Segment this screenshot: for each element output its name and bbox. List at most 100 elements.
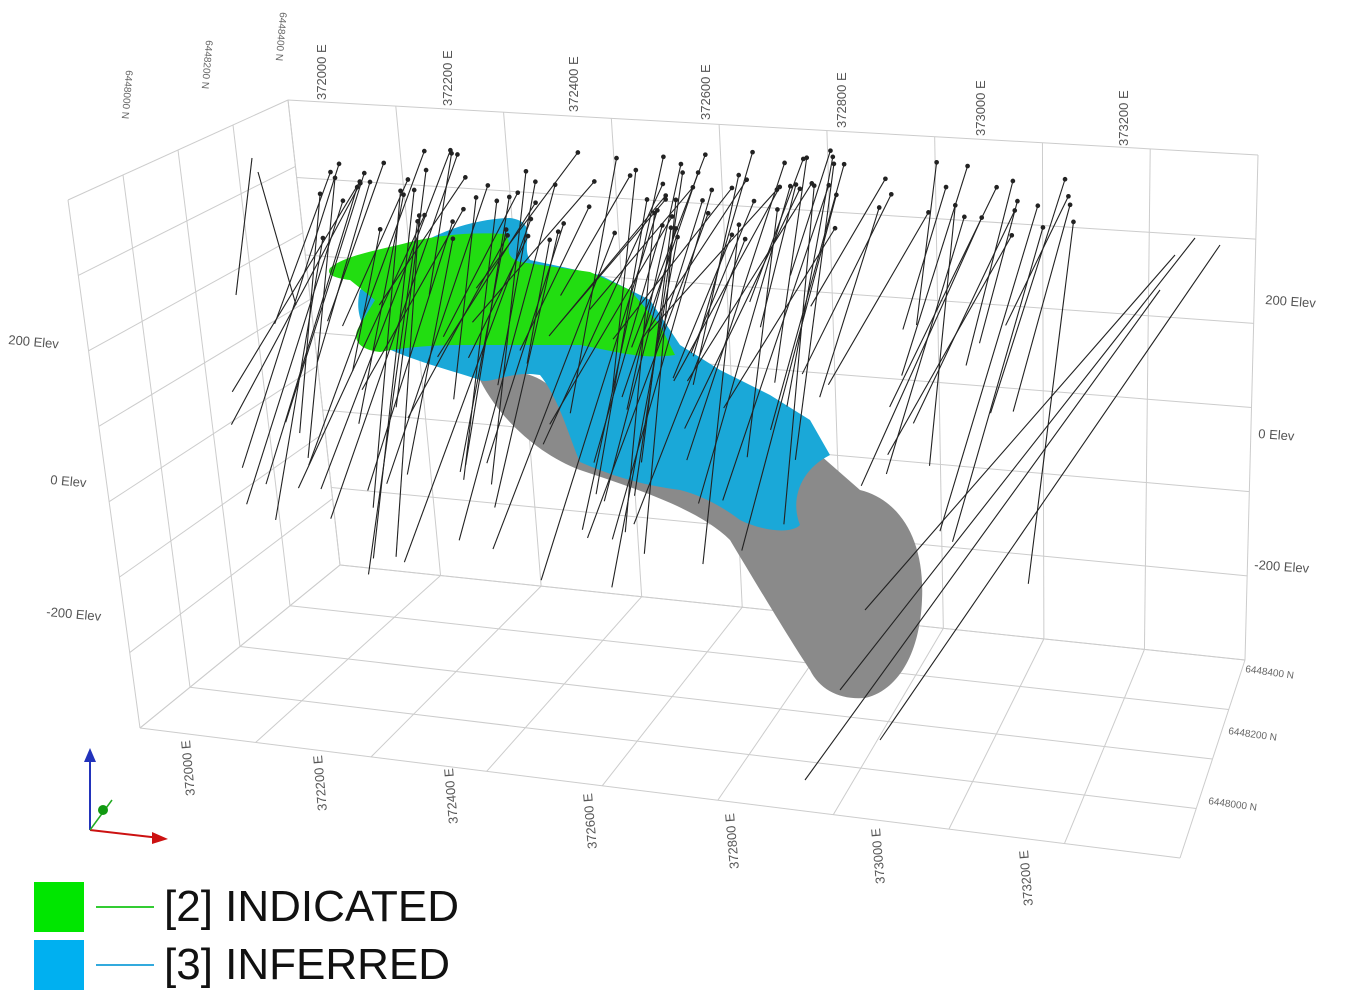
drillhole-trace — [316, 181, 371, 363]
drillhole-collar — [830, 154, 836, 160]
drillhole-trace — [386, 185, 489, 484]
drillhole-collar — [1009, 232, 1015, 238]
drillhole-collar — [336, 161, 342, 167]
drillhole-trace — [684, 188, 801, 429]
drillhole-trace — [633, 238, 746, 525]
drillhole-trace — [887, 235, 1013, 455]
drillhole-collar — [505, 233, 510, 238]
drillhole-trace — [297, 214, 426, 489]
drillhole-trace — [437, 202, 537, 358]
drillhole-trace — [459, 229, 507, 473]
drillhole-collar — [826, 182, 832, 188]
elev-left-label: -200 Elev — [46, 604, 103, 624]
drillhole-collar — [888, 191, 894, 197]
drillhole-collar — [811, 183, 817, 189]
drillhole-trace — [621, 172, 699, 398]
drillhole-collar — [841, 161, 847, 167]
drillhole-trace — [640, 227, 672, 463]
drillhole-trace — [463, 200, 498, 480]
drillhole-collar — [663, 197, 668, 202]
drillhole-trace — [372, 190, 402, 508]
drillhole-trace — [611, 170, 637, 392]
north-right-label: 6448000 N — [1208, 796, 1258, 814]
drillhole-trace — [901, 165, 969, 376]
drillhole-collar — [669, 214, 675, 219]
left-wall-grid-line — [119, 431, 326, 578]
legend: [2] INDICATED [3] INFERRED — [34, 878, 459, 994]
drillhole-collar — [876, 205, 882, 210]
drillhole-trace — [403, 218, 532, 563]
drillhole-collar — [416, 213, 422, 218]
drillhole-trace — [697, 186, 791, 504]
drillhole-trace — [692, 152, 754, 357]
drillhole-collar — [612, 230, 618, 236]
drillhole-trace — [465, 196, 510, 466]
drillhole-collar — [561, 221, 567, 226]
drillhole-trace — [458, 184, 556, 541]
drillhole-trace — [587, 213, 709, 539]
drillhole-collar — [736, 222, 742, 228]
drillhole-collar — [883, 176, 888, 182]
drillhole-trace — [741, 194, 837, 551]
east-bottom-label: 372400 E — [441, 767, 461, 824]
left-wall-grid-line — [108, 365, 318, 503]
drillhole-collar — [709, 187, 715, 193]
drillhole-trace — [624, 213, 656, 533]
drillhole-trace — [915, 162, 938, 326]
legend-item-inferred: [3] INFERRED — [34, 936, 459, 994]
drillhole-trace — [804, 289, 1161, 781]
drillhole-collar — [533, 200, 538, 206]
drillhole-collar — [1012, 208, 1018, 213]
drillhole-trace — [285, 172, 365, 423]
drillhole-trace — [494, 231, 559, 508]
legend-item-indicated: [2] INDICATED — [34, 878, 459, 936]
drillhole-collar — [797, 186, 803, 192]
drillhole-trace — [308, 150, 425, 466]
drillhole-trace — [928, 205, 956, 466]
drillhole-collar — [575, 150, 581, 155]
floor-grid-line — [189, 686, 1197, 809]
inferred-label: [3] INFERRED — [164, 940, 451, 989]
drillhole-collar — [750, 149, 755, 155]
drillhole-trace — [327, 162, 385, 322]
elev-right-label: 200 Elev — [1265, 292, 1317, 311]
drillhole-trace — [692, 174, 740, 385]
drillhole-trace — [257, 171, 297, 306]
left-wall-grid-line — [98, 298, 311, 427]
drillhole-collar — [528, 216, 534, 222]
drillhole-trace — [581, 156, 664, 530]
left-wall-grid-line — [122, 174, 191, 688]
inferred-line-sample — [96, 964, 154, 966]
drillhole-trace — [789, 150, 831, 276]
drillhole-collar — [473, 195, 479, 200]
drillhole-collar — [405, 177, 411, 182]
drillhole-trace — [810, 178, 886, 307]
drillhole-collar — [485, 183, 491, 188]
drillhole-trace — [978, 201, 1018, 344]
drillhole-trace — [235, 157, 253, 296]
drillhole-trace — [560, 175, 631, 296]
drillhole-trace — [641, 179, 748, 340]
drillhole-trace — [686, 183, 813, 382]
drillhole-collar — [1035, 203, 1041, 209]
indicated-label: [2] INDICATED — [164, 882, 460, 931]
drillhole-trace — [475, 152, 579, 289]
drillhole-collar — [673, 197, 679, 203]
drillhole-collar — [695, 170, 701, 175]
east-top-label: 372600 E — [698, 64, 713, 120]
drillhole-collar — [832, 225, 838, 231]
drillhole-trace — [407, 235, 509, 419]
indicated-line-sample — [96, 906, 154, 908]
drillhole-collar — [661, 154, 666, 160]
drillhole-trace — [939, 205, 1039, 532]
drillhole-collar — [663, 193, 669, 198]
drillhole-trace — [358, 194, 405, 424]
drillhole-collar — [705, 210, 711, 216]
drillhole-trace — [367, 221, 419, 575]
axis-labels: 372000 E 372200 E 372400 E 372600 E 3728… — [8, 12, 1317, 907]
drillhole-collar — [633, 167, 639, 173]
floor-grid-line — [289, 605, 1229, 710]
drillhole-trace — [246, 200, 344, 505]
east-bottom-label: 372600 E — [580, 792, 600, 849]
